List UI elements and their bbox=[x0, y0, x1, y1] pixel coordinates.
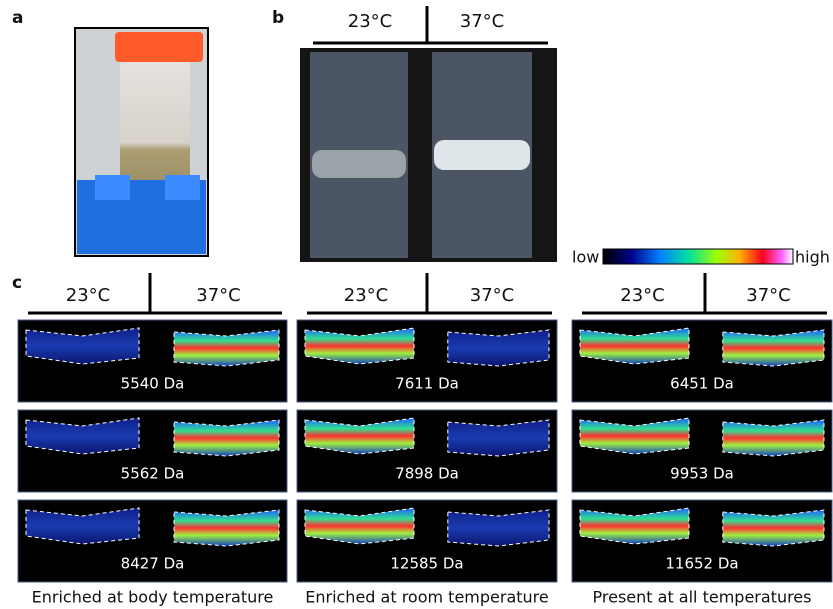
ms-image: 5540 Da bbox=[17, 319, 288, 403]
ms-image: 7611 Da bbox=[296, 319, 558, 403]
photo-tube bbox=[74, 27, 209, 257]
colorbar bbox=[602, 248, 794, 265]
mass-label: 5540 Da bbox=[121, 375, 185, 393]
tissue-smear bbox=[173, 509, 280, 547]
tissue-smear bbox=[173, 419, 280, 457]
mass-label: 11652 Da bbox=[665, 555, 738, 573]
ms-image: 8427 Da bbox=[17, 499, 288, 583]
tissue-smear bbox=[25, 507, 140, 545]
tissue-smear bbox=[447, 509, 550, 547]
tissue-smear bbox=[25, 327, 140, 365]
tissue-smear bbox=[447, 329, 550, 367]
mass-label: 12585 Da bbox=[390, 555, 463, 573]
mass-label: 7898 Da bbox=[395, 465, 459, 483]
ms-image: 5562 Da bbox=[17, 409, 288, 493]
tissue-smear bbox=[25, 417, 140, 455]
tissue-smear bbox=[304, 417, 415, 455]
tissue-smear bbox=[722, 329, 825, 367]
mass-label: 7611 Da bbox=[395, 375, 459, 393]
tissue-smear bbox=[579, 507, 690, 545]
temp-label: 23°C bbox=[66, 285, 110, 306]
temp-label: 23°C bbox=[348, 11, 392, 32]
caption: Enriched at body temperature bbox=[32, 588, 274, 607]
temp-label: 23°C bbox=[620, 285, 664, 306]
mass-label: 8427 Da bbox=[121, 555, 185, 573]
mass-label: 5562 Da bbox=[121, 465, 185, 483]
temp-label: 37°C bbox=[746, 285, 790, 306]
panel-label: b bbox=[272, 8, 284, 28]
panel-label: a bbox=[12, 8, 23, 28]
caption: Enriched at room temperature bbox=[305, 588, 549, 607]
temp-label: 23°C bbox=[344, 285, 388, 306]
tissue-smear bbox=[722, 419, 825, 457]
colorbar-high: high bbox=[795, 248, 830, 267]
tissue-smear bbox=[304, 327, 415, 365]
temp-label: 37°C bbox=[196, 285, 240, 306]
colorbar-low: low bbox=[572, 248, 599, 267]
ms-image: 7898 Da bbox=[296, 409, 558, 493]
panel-label: c bbox=[12, 273, 22, 293]
mass-label: 6451 Da bbox=[670, 375, 734, 393]
tissue-smear bbox=[173, 329, 280, 367]
photo-gel bbox=[300, 48, 557, 262]
tissue-smear bbox=[447, 419, 550, 457]
mass-label: 9953 Da bbox=[670, 465, 734, 483]
ms-image: 9953 Da bbox=[571, 409, 833, 493]
ms-image: 12585 Da bbox=[296, 499, 558, 583]
tissue-smear bbox=[304, 507, 415, 545]
temp-label: 37°C bbox=[470, 285, 514, 306]
caption: Present at all temperatures bbox=[593, 588, 812, 607]
tissue-smear bbox=[722, 509, 825, 547]
tissue-smear bbox=[579, 327, 690, 365]
ms-image: 11652 Da bbox=[571, 499, 833, 583]
tissue-smear bbox=[579, 417, 690, 455]
ms-image: 6451 Da bbox=[571, 319, 833, 403]
temp-label: 37°C bbox=[460, 11, 504, 32]
